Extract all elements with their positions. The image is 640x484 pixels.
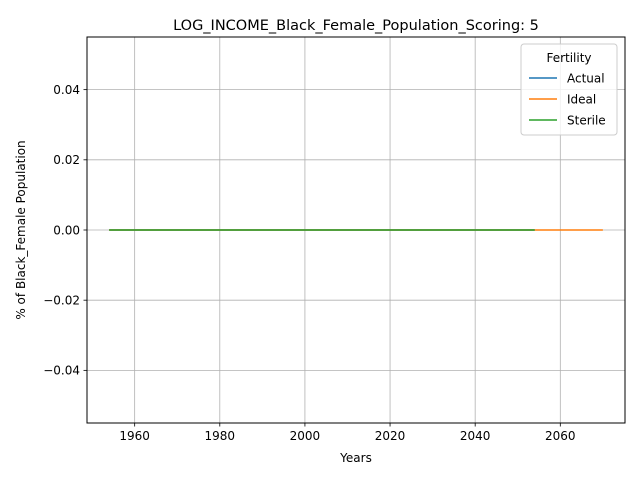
y-tick-label: −0.04 bbox=[43, 364, 80, 378]
x-tick-label: 1960 bbox=[119, 429, 150, 443]
legend-title: Fertility bbox=[546, 51, 591, 65]
x-axis-label: Years bbox=[339, 451, 372, 465]
y-tick-label: 0.00 bbox=[53, 223, 80, 237]
legend-box bbox=[520, 43, 618, 136]
x-tick-label: 2060 bbox=[545, 429, 576, 443]
chart-title: LOG_INCOME_Black_Female_Population_Scori… bbox=[173, 18, 539, 34]
x-tick-label: 2020 bbox=[375, 429, 406, 443]
legend-label-sterile: Sterile bbox=[567, 113, 606, 127]
x-tick-label: 1980 bbox=[205, 429, 236, 443]
y-tick-label: 0.02 bbox=[53, 153, 80, 167]
y-axis-label: % of Black_Female Population bbox=[14, 140, 28, 319]
legend-entries: Actual Ideal Sterile bbox=[529, 71, 606, 127]
y-tick-label: 0.04 bbox=[53, 83, 80, 97]
x-axis-ticks: 1960 1980 2000 2020 2040 2060 bbox=[119, 423, 576, 443]
legend-label-ideal: Ideal bbox=[567, 92, 596, 106]
x-tick-label: 2000 bbox=[290, 429, 321, 443]
x-tick-label: 2040 bbox=[460, 429, 491, 443]
legend-label-actual: Actual bbox=[567, 71, 605, 85]
y-axis-ticks: −0.04 −0.02 0.00 0.02 0.04 bbox=[43, 83, 87, 378]
y-tick-label: −0.02 bbox=[43, 293, 80, 307]
legend: Fertility Actual Ideal Sterile bbox=[520, 43, 618, 136]
